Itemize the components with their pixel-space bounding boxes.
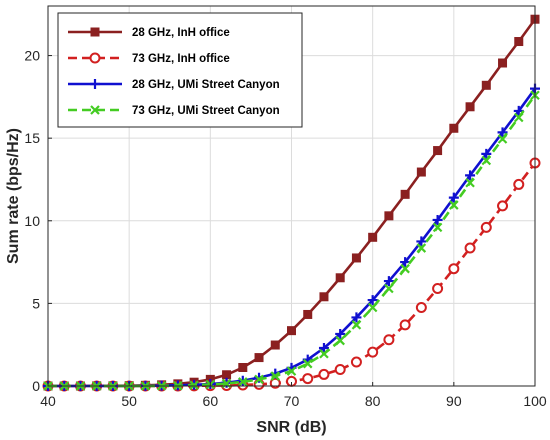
legend-marker: [90, 27, 100, 37]
legend-item: 73 GHz, UMi Street Canyon: [68, 105, 280, 117]
data-point: [448, 192, 459, 203]
legend-marker: [89, 52, 101, 64]
data-point: [432, 283, 444, 295]
data-point: [238, 377, 248, 387]
data-point: [319, 349, 329, 359]
data-point: [302, 373, 314, 385]
x-tick-label: 70: [284, 393, 300, 409]
data-point: [335, 335, 345, 346]
legend-marker: [90, 105, 100, 115]
data-point: [269, 377, 281, 389]
data-point: [497, 127, 508, 138]
data-point: [514, 37, 524, 47]
data-point: [302, 358, 313, 369]
legend-item: 73 GHz, InH office: [68, 52, 230, 65]
data-point: [367, 346, 379, 358]
data-point: [497, 134, 508, 144]
legend-marker: [90, 79, 100, 89]
data-point: [367, 295, 378, 306]
data-point: [416, 167, 426, 177]
data-point: [222, 370, 232, 380]
y-tick-label: 10: [24, 213, 40, 229]
legend-item: 28 GHz, UMi Street Canyon: [68, 79, 280, 91]
data-point: [351, 312, 362, 323]
data-point: [367, 302, 378, 313]
data-point: [351, 320, 362, 330]
data-point: [400, 263, 410, 274]
data-point: [432, 214, 443, 225]
plot-series: [42, 14, 541, 392]
data-point: [449, 200, 459, 210]
data-point: [334, 363, 346, 375]
data-point: [513, 112, 524, 123]
data-point: [498, 58, 508, 68]
data-point: [465, 170, 476, 181]
y-tick-label: 5: [32, 295, 40, 311]
data-point: [318, 368, 330, 380]
data-point: [481, 148, 492, 159]
data-point: [303, 309, 313, 319]
data-point: [481, 80, 491, 90]
data-point: [270, 340, 280, 350]
data-point: [416, 236, 427, 247]
legend-label: 28 GHz, InH office: [132, 27, 230, 39]
data-point: [383, 334, 395, 346]
data-point: [335, 328, 346, 339]
x-tick-label: 90: [446, 393, 462, 409]
data-point: [254, 353, 264, 363]
data-point: [480, 221, 492, 233]
data-point: [287, 326, 296, 336]
data-point: [449, 123, 459, 133]
data-point: [384, 283, 394, 294]
data-point: [465, 178, 475, 188]
data-point: [189, 380, 199, 390]
x-tick-label: 50: [121, 393, 137, 409]
data-point: [383, 276, 394, 287]
legend-item: 28 GHz, InH office: [68, 27, 230, 39]
data-point: [433, 146, 443, 156]
data-point: [465, 102, 475, 112]
legend-label: 73 GHz, UMi Street Canyon: [132, 105, 280, 117]
data-point: [513, 178, 525, 190]
data-point: [286, 366, 297, 376]
legend-label: 73 GHz, InH office: [132, 53, 230, 65]
y-tick-label: 15: [24, 130, 40, 146]
data-point: [350, 356, 362, 368]
data-point: [254, 374, 264, 385]
legend: 28 GHz, InH office 73 GHz, InH office 28 G…: [57, 12, 303, 128]
data-point: [448, 263, 460, 275]
data-point: [400, 257, 411, 268]
data-point: [416, 243, 427, 253]
data-point: [318, 343, 329, 353]
axis-ticks: 40 50 60 70 80 90 100 0 5 10 15 20: [24, 48, 546, 409]
legend-label: 28 GHz, UMi Street Canyon: [132, 79, 280, 91]
x-tick-label: 80: [365, 393, 381, 409]
data-point: [384, 211, 394, 221]
data-point: [238, 362, 248, 372]
y-axis-label: Sum rate (bps/Hz): [5, 128, 22, 264]
data-point: [400, 189, 410, 199]
data-point: [399, 319, 411, 331]
data-point: [351, 253, 361, 263]
data-point: [270, 371, 281, 381]
x-tick-label: 40: [40, 393, 56, 409]
x-axis-label: SNR (dB): [256, 419, 326, 436]
data-point: [335, 273, 345, 283]
data-point: [368, 232, 378, 242]
data-point: [319, 292, 329, 302]
x-tick-label: 60: [203, 393, 219, 409]
data-point: [432, 222, 443, 233]
data-point: [415, 302, 427, 314]
series-4: [43, 90, 540, 391]
y-tick-label: 20: [24, 48, 40, 64]
x-tick-label: 100: [523, 393, 547, 409]
data-point: [497, 200, 509, 212]
data-point: [481, 155, 492, 166]
data-point: [464, 242, 476, 254]
y-tick-label: 0: [32, 378, 40, 394]
